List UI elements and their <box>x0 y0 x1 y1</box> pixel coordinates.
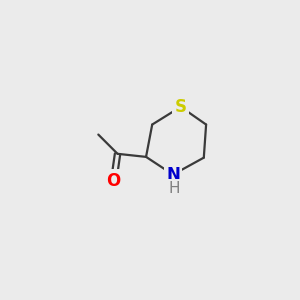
Text: H: H <box>169 181 180 196</box>
Text: S: S <box>175 98 187 116</box>
Text: O: O <box>106 172 121 190</box>
Text: N: N <box>166 166 180 184</box>
